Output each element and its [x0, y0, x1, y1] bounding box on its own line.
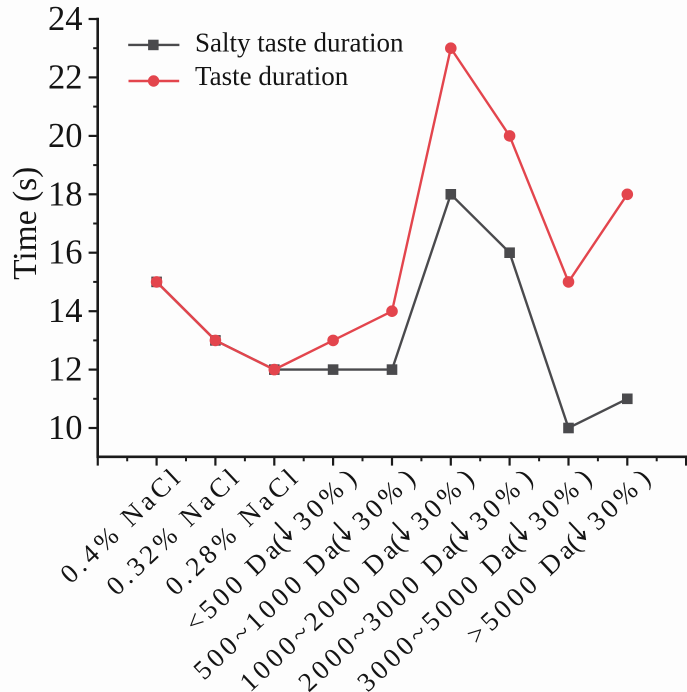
svg-text:20: 20: [48, 117, 83, 155]
svg-text:18: 18: [48, 175, 83, 213]
svg-text:22: 22: [48, 58, 83, 96]
svg-text:10: 10: [48, 409, 83, 447]
svg-text:Taste duration: Taste duration: [195, 61, 349, 91]
svg-text:12: 12: [48, 351, 83, 389]
svg-text:Salty taste duration: Salty taste duration: [195, 27, 404, 57]
svg-text:16: 16: [48, 234, 83, 272]
svg-text:Time (s): Time (s): [7, 167, 44, 280]
svg-text:24: 24: [48, 0, 83, 38]
svg-text:14: 14: [48, 292, 83, 330]
